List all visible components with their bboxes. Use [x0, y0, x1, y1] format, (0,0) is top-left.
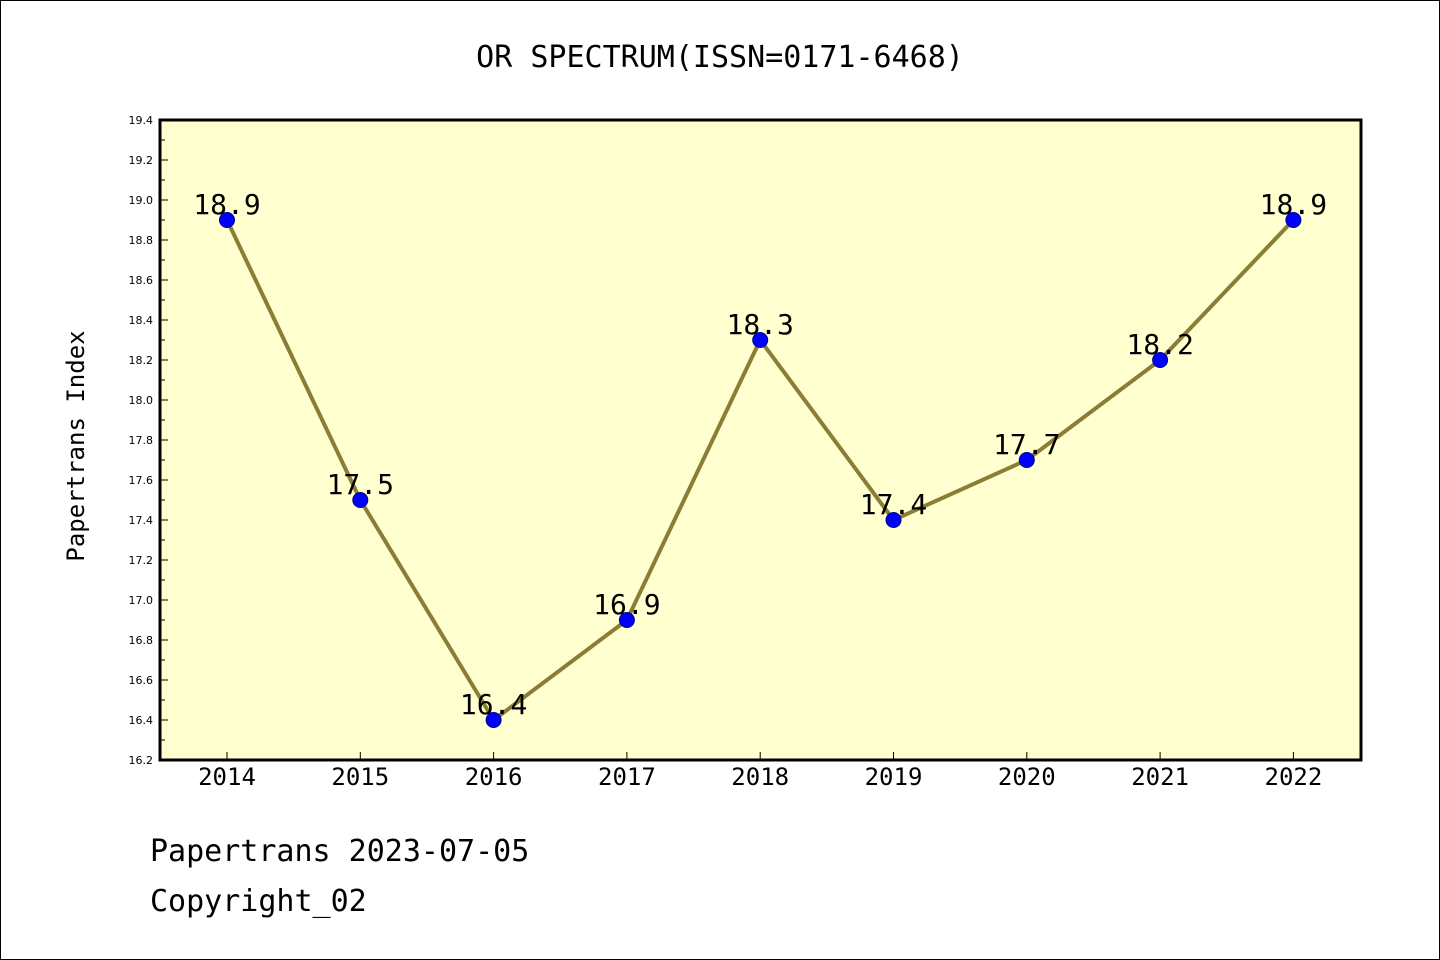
data-labels-layer: 18.9 17.5 16.4 16.9 18.3 17.4 17.7 18.2 18.9 [193, 188, 1327, 721]
data-label: 18.2 [1126, 328, 1193, 361]
y-tick-label: 17.0 [129, 594, 154, 607]
data-label: 17.5 [327, 468, 394, 501]
x-tick-label: 2014 [198, 763, 256, 791]
x-tick-label: 2017 [598, 763, 656, 791]
y-tick-label: 18.8 [129, 234, 154, 247]
data-label: 18.9 [1260, 188, 1327, 221]
y-tick-label: 17.2 [129, 554, 154, 567]
data-point-marker [752, 332, 769, 348]
y-tick-label: 18.2 [129, 354, 154, 367]
y-tick-label: 18.0 [129, 394, 154, 407]
x-axis: 2014 2015 2016 2017 2018 2019 2020 2021 2022 [198, 752, 1322, 791]
y-tick-label: 19.2 [129, 154, 154, 167]
x-tick-label: 2016 [465, 763, 523, 791]
data-point-marker [219, 212, 235, 228]
data-point-marker [352, 492, 369, 508]
plot-border [158, 118, 1363, 762]
y-tick-label: 18.4 [129, 314, 154, 327]
data-point-marker [485, 712, 502, 728]
x-tick-label: 2018 [731, 763, 789, 791]
x-tick-label: 2019 [865, 763, 923, 791]
y-tick-label: 18.6 [129, 274, 154, 287]
data-point-marker [1018, 452, 1035, 468]
data-point-marker [618, 612, 635, 628]
data-label: 17.4 [860, 488, 927, 521]
x-tick-label: 2015 [331, 763, 389, 791]
data-label: 17.7 [993, 428, 1060, 461]
y-axis-label: Papertrans Index [62, 330, 90, 561]
y-tick-label: 17.4 [129, 514, 154, 527]
chart-title: OR SPECTRUM(ISSN=0171-6468) [476, 40, 964, 75]
y-tick-label: 16.4 [129, 714, 154, 727]
y-tick-label: 19.0 [129, 194, 154, 207]
footer-date: Papertrans 2023-07-05 [150, 834, 530, 869]
y-tick-label: 19.4 [129, 114, 154, 127]
x-tick-label: 2022 [1265, 763, 1323, 791]
plot-area [160, 120, 1361, 760]
y-tick-label: 16.6 [129, 674, 154, 687]
data-point-marker [885, 512, 902, 528]
data-label: 16.4 [460, 688, 527, 721]
x-tick-label: 2020 [998, 763, 1056, 791]
data-label: 18.9 [193, 188, 260, 221]
y-tick-label: 16.8 [129, 634, 154, 647]
data-label: 16.9 [593, 588, 660, 621]
y-tick-label: 17.8 [129, 434, 154, 447]
footer-copyright: Copyright_02 [150, 884, 367, 919]
data-label: 18.3 [726, 308, 793, 341]
x-tick-label: 2021 [1131, 763, 1189, 791]
data-point-marker [1285, 212, 1302, 228]
y-tick-label: 17.6 [129, 474, 154, 487]
data-point-marker [1152, 352, 1169, 368]
series-layer [219, 212, 1302, 728]
y-tick-label: 16.2 [129, 754, 154, 767]
